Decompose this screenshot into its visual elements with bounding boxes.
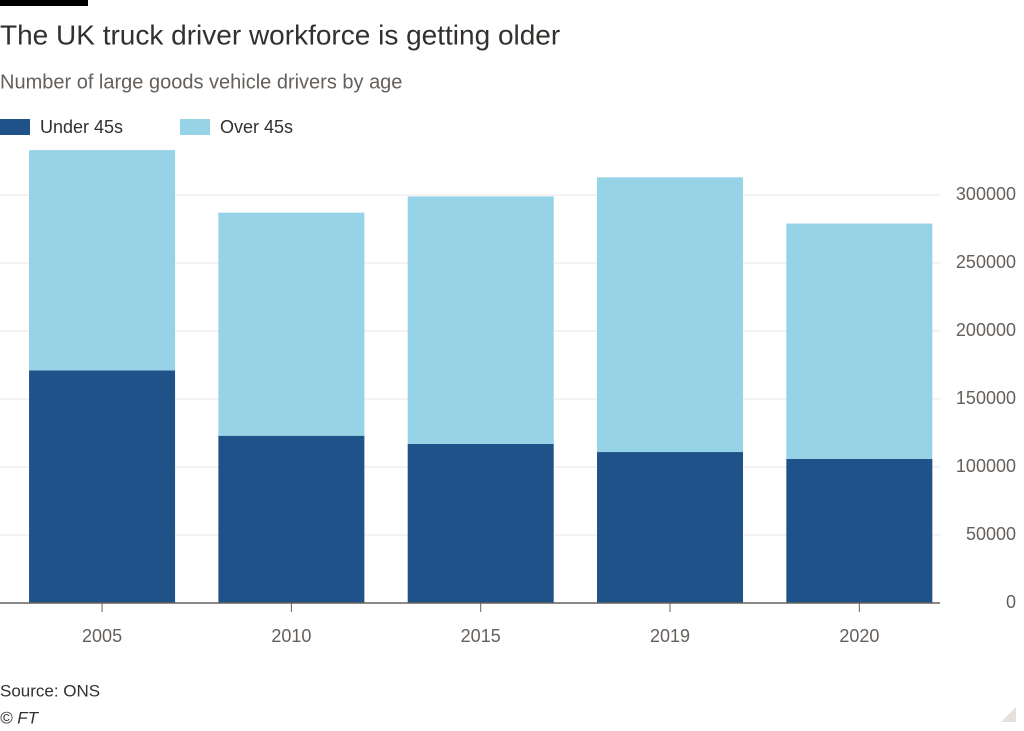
bar-segment [786,223,933,459]
legend-swatch [0,119,30,135]
y-tick-label: 50000 [966,524,1016,544]
source: Source: ONS [0,681,100,700]
bar-segment [407,443,554,603]
legend-label: Over 45s [220,117,293,137]
chart-title: The UK truck driver workforce is getting… [0,19,560,50]
x-tick-label: 2005 [82,626,122,646]
y-tick-label: 250000 [956,252,1016,272]
legend-label: Under 45s [40,117,123,137]
y-tick-label: 150000 [956,388,1016,408]
bar-segment [218,212,365,436]
bar-segment [786,458,933,603]
x-tick-label: 2019 [650,626,690,646]
bar-segment [218,435,365,603]
copyright: © FT [0,708,40,727]
bar-segment [597,452,744,603]
bar-segment [597,177,744,453]
x-tick-label: 2010 [271,626,311,646]
corner-mark [1001,707,1016,722]
chart-subtitle: Number of large goods vehicle drivers by… [0,71,402,93]
bar-segment [29,370,176,603]
legend-swatch [180,119,210,135]
y-tick-label: 100000 [956,456,1016,476]
bar-segment [407,196,554,444]
y-tick-label: 300000 [956,184,1016,204]
x-tick-label: 2020 [839,626,879,646]
x-tick-label: 2015 [461,626,501,646]
y-tick-label: 0 [1006,592,1016,612]
brand-bar [0,0,88,6]
bar-segment [29,150,176,371]
y-tick-label: 200000 [956,320,1016,340]
